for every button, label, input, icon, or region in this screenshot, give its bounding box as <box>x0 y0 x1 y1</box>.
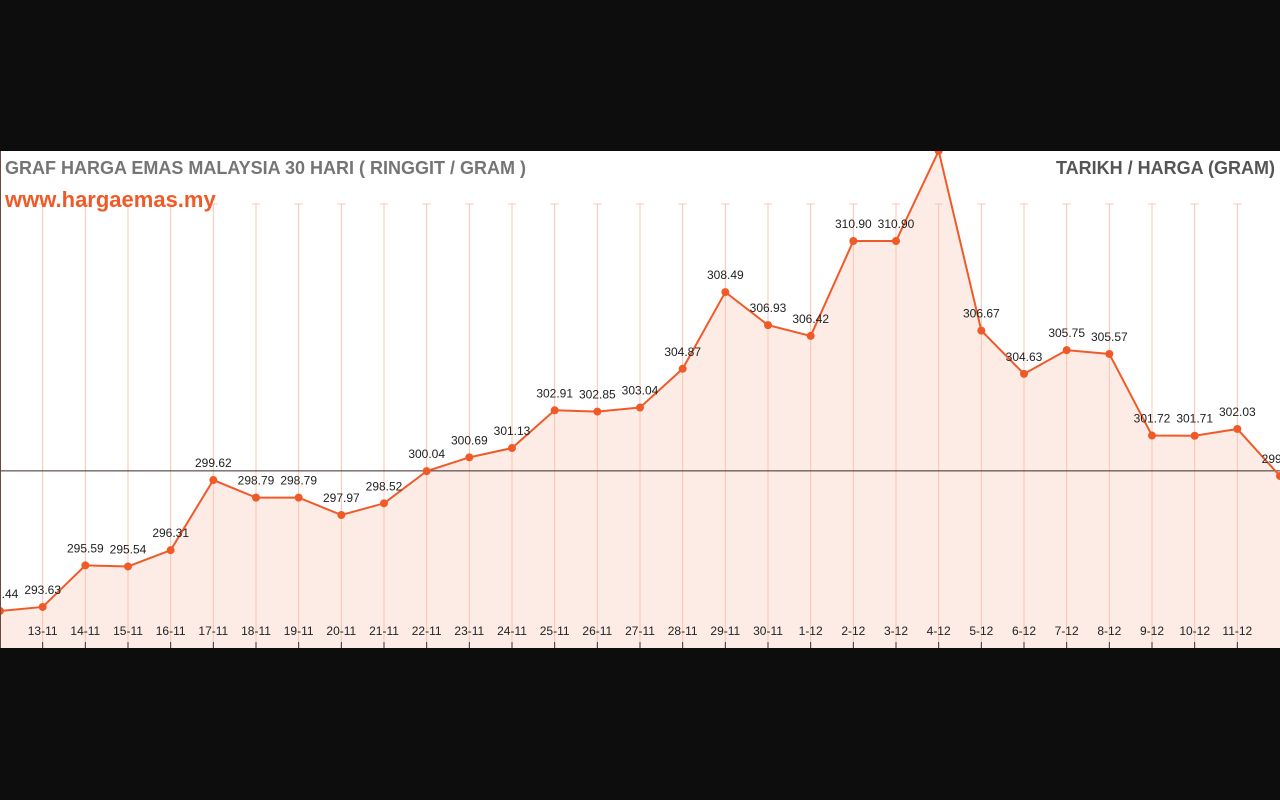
data-label: 303.04 <box>622 384 659 398</box>
data-label: 300.69 <box>451 433 488 447</box>
axis-legend: TARIKH / HARGA (GRAM) <box>1056 158 1275 178</box>
data-label: 310.90 <box>835 217 872 231</box>
data-point <box>764 321 772 330</box>
x-tick-label: 4-12 <box>927 624 951 638</box>
x-tick-label: 9-12 <box>1140 624 1164 638</box>
chart-panel: 293.44 293.63 13-11 295.59 14-11 295.54 15-11 2… <box>0 151 1280 648</box>
data-label: 296.31 <box>152 526 189 540</box>
data-point <box>81 561 90 570</box>
data-label: 305.75 <box>1048 326 1085 340</box>
data-point <box>1190 431 1199 440</box>
data-label: 298.52 <box>366 479 403 493</box>
data-point <box>934 151 943 155</box>
data-point <box>721 288 730 297</box>
data-point <box>422 467 431 476</box>
data-point <box>892 237 900 245</box>
data-point <box>1233 424 1242 433</box>
data-point <box>806 331 815 340</box>
x-tick-label: 20-11 <box>326 624 356 638</box>
data-label: 306.42 <box>792 312 829 326</box>
data-label: 302.85 <box>579 388 616 402</box>
chart-title: GRAF HARGA EMAS MALAYSIA 30 HARI ( RINGG… <box>5 158 527 178</box>
data-label: 310.90 <box>878 217 915 231</box>
x-tick-label: 19-11 <box>284 624 314 638</box>
data-point <box>337 510 346 519</box>
x-tick-label: 13-11 <box>28 624 58 638</box>
x-tick-label: 21-11 <box>369 624 399 638</box>
data-point <box>465 453 474 462</box>
data-label: 306.67 <box>963 307 1000 321</box>
data-point <box>977 326 986 335</box>
data-label: 301.71 <box>1176 412 1213 426</box>
data-label: 306.93 <box>750 301 787 315</box>
data-label: 305.57 <box>1091 330 1128 344</box>
data-point <box>1105 349 1114 358</box>
data-point <box>380 499 388 508</box>
data-label: 301.72 <box>1134 412 1171 426</box>
data-point <box>1276 471 1280 480</box>
data-label: 299.62 <box>195 456 232 470</box>
data-label: 302.03 <box>1219 405 1256 419</box>
x-tick-label: 22-11 <box>412 624 442 638</box>
x-tick-label: 14-11 <box>70 624 100 638</box>
x-tick-label: 23-11 <box>454 624 484 638</box>
data-point <box>124 562 132 571</box>
data-label: 297.97 <box>323 491 360 505</box>
x-tick-label: 8-12 <box>1097 624 1121 638</box>
data-point <box>209 476 218 485</box>
x-tick-label: 27-11 <box>625 624 655 638</box>
data-point <box>166 546 175 555</box>
x-tick-label: 26-11 <box>582 624 612 638</box>
data-point <box>508 444 516 453</box>
data-label: 298.79 <box>238 474 275 488</box>
data-label: 299.81 <box>1262 452 1280 466</box>
x-tick-label: 5-12 <box>969 624 993 638</box>
website-link[interactable]: www.hargaemas.my <box>5 187 216 212</box>
price-line-chart: 293.44 293.63 13-11 295.59 14-11 295.54 15-11 2… <box>0 151 1280 648</box>
x-tick-label: 7-12 <box>1055 624 1079 638</box>
x-tick-label: 25-11 <box>540 624 570 638</box>
data-label: 293.63 <box>24 583 61 597</box>
data-point <box>678 364 687 373</box>
x-tick-label: 17-11 <box>198 624 228 638</box>
x-tick-label: 24-11 <box>497 624 527 638</box>
x-tick-label: 2-12 <box>841 624 865 638</box>
x-tick-label: 15-11 <box>113 624 143 638</box>
data-point <box>252 493 260 502</box>
x-tick-label: 1-12 <box>799 624 823 638</box>
data-point <box>1020 369 1028 378</box>
data-label: 308.49 <box>707 268 744 282</box>
data-label: 304.87 <box>664 345 701 359</box>
x-tick-label: 18-11 <box>241 624 271 638</box>
x-tick-label: 10-12 <box>1179 624 1210 638</box>
x-tick-label: 30-11 <box>753 624 783 638</box>
data-label: 295.54 <box>110 542 147 556</box>
data-point <box>550 406 559 415</box>
data-label: 302.91 <box>536 386 573 400</box>
data-label: 295.59 <box>67 541 104 555</box>
data-point <box>849 237 858 245</box>
x-tick-label: 16-11 <box>156 624 186 638</box>
data-label: 301.13 <box>494 424 531 438</box>
data-point <box>294 493 303 502</box>
x-tick-label: 11-12 <box>1222 624 1252 638</box>
data-label: 293.44 <box>0 587 19 601</box>
data-point <box>38 602 47 611</box>
data-label: 300.04 <box>408 447 445 461</box>
data-label: 298.79 <box>280 474 317 488</box>
x-tick-label: 3-12 <box>884 624 908 638</box>
data-point <box>1148 431 1156 440</box>
data-label: 304.63 <box>1006 350 1043 364</box>
x-tick-label: 6-12 <box>1012 624 1036 638</box>
x-tick-label: 29-11 <box>710 624 740 638</box>
x-tick-label: 28-11 <box>668 624 698 638</box>
area-fill <box>0 151 1280 648</box>
data-point <box>593 407 602 416</box>
data-point <box>636 403 644 412</box>
data-point <box>1062 346 1071 355</box>
